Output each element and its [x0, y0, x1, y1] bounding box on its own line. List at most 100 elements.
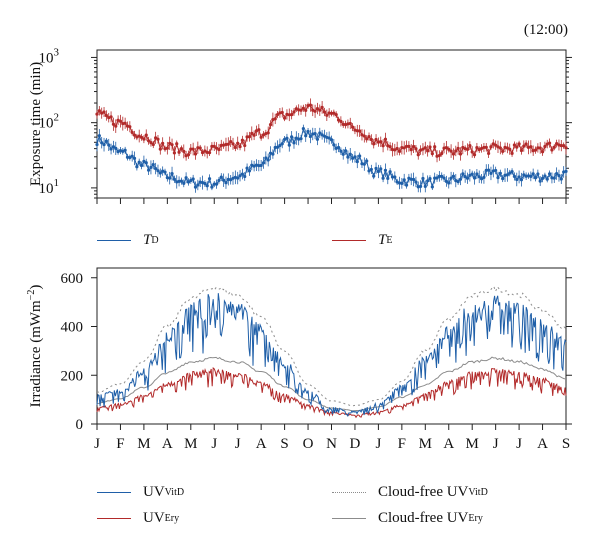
- irradiance-series: [96, 285, 567, 419]
- exposure-data-point: [547, 141, 552, 145]
- exposure-data-point: [390, 147, 395, 152]
- exposure-data-point: [177, 179, 181, 184]
- exposure-data-point: [498, 146, 502, 150]
- exposure-data-point: [433, 176, 437, 180]
- exposure-data-point: [198, 146, 202, 150]
- exposure-data-point: [224, 142, 228, 147]
- exposure-data-point: [456, 180, 460, 184]
- exposure-data-point: [332, 111, 336, 115]
- exposure-data-point: [348, 121, 352, 126]
- exposure-data-point: [411, 177, 416, 182]
- legend-item-cloudfree-vitd: Cloud-free UV VitD: [332, 484, 488, 501]
- exposure-data-point: [510, 170, 514, 174]
- exposure-data-point: [222, 178, 226, 182]
- exposure-data-point: [428, 145, 432, 149]
- exposure-data-point: [522, 144, 526, 148]
- exposure-data-point: [158, 147, 162, 151]
- exposure-data-point: [259, 135, 263, 139]
- exposure-data-point: [477, 175, 481, 179]
- exposure-data-point: [318, 131, 322, 135]
- exposure-data-point: [367, 134, 371, 139]
- exposure-data-point: [275, 145, 280, 149]
- exposure-data-point: [95, 142, 99, 147]
- irradiance-x-tick-label: O: [303, 436, 314, 452]
- exposure-data-point: [118, 119, 123, 123]
- exposure-y-tick-label-base: 10: [39, 50, 54, 66]
- exposure-data-point: [519, 178, 524, 182]
- irradiance-x-tick-label: S: [562, 436, 570, 452]
- exposure-data-point: [414, 147, 418, 151]
- exposure-data-point: [360, 133, 364, 137]
- exposure-data-point: [538, 179, 542, 183]
- irradiance-x-tick-label: N: [326, 436, 337, 452]
- exposure-data-point: [236, 141, 240, 145]
- irradiance-series-cloudfree-vitd: [96, 285, 567, 407]
- exposure-data-point: [165, 146, 169, 150]
- exposure-data-point: [564, 169, 568, 173]
- exposure-data-point: [381, 144, 385, 148]
- legend-item-uv-vitd: UV VitD: [97, 484, 184, 501]
- exposure-data-point: [390, 175, 395, 179]
- exposure-data-point: [268, 123, 273, 127]
- exposure-data-point: [245, 135, 249, 139]
- exposure-data-point: [139, 135, 144, 139]
- exposure-data-point: [388, 170, 392, 174]
- irradiance-x-tick-label: M: [419, 436, 432, 452]
- exposure-data-point: [550, 148, 554, 152]
- exposure-data-point: [104, 139, 108, 143]
- exposure-data-point: [383, 168, 388, 172]
- exposure-data-point: [154, 136, 158, 140]
- exposure-data-point: [156, 169, 160, 173]
- exposure-data-point: [562, 144, 566, 148]
- exposure-data-point: [313, 131, 317, 136]
- exposure-data-point: [456, 146, 460, 150]
- exposure-data-point: [299, 108, 303, 112]
- exposure-y-tick-label: 101: [39, 177, 60, 197]
- exposure-data-point: [128, 125, 132, 129]
- exposure-data-point: [128, 155, 132, 160]
- exposure-data-point: [287, 113, 291, 117]
- exposure-data-point: [290, 135, 294, 139]
- exposure-data-point: [517, 175, 521, 179]
- exposure-data-point: [172, 177, 176, 181]
- exposure-data-point: [358, 129, 362, 133]
- exposure-data-point: [179, 147, 184, 151]
- exposure-data-point: [189, 178, 193, 183]
- irradiance-x-tick-label: A: [537, 436, 548, 452]
- exposure-data-point: [437, 153, 441, 158]
- exposure-data-point: [538, 146, 542, 150]
- exposure-data-point: [496, 176, 500, 180]
- exposure-data-point: [339, 119, 343, 123]
- irradiance-x-tick-label: F: [116, 436, 124, 452]
- irradiance-x-tick-label: J: [516, 436, 522, 452]
- irradiance-y-tick-label: 400: [61, 320, 84, 336]
- exposure-data-point: [144, 161, 148, 165]
- exposure-data-point: [402, 178, 406, 182]
- exposure-data-point: [484, 168, 488, 172]
- exposure-data-point: [508, 147, 512, 151]
- exposure-data-point: [299, 137, 303, 141]
- exposure-data-point: [479, 177, 484, 181]
- exposure-data-point: [397, 149, 402, 153]
- exposure-data-point: [212, 144, 216, 149]
- exposure-data-point: [505, 146, 509, 150]
- exposure-data-point: [191, 177, 195, 181]
- exposure-data-point: [547, 172, 552, 176]
- exposure-data-point: [379, 140, 383, 144]
- exposure-data-point: [257, 164, 261, 168]
- exposure-data-point: [196, 146, 200, 150]
- exposure-data-point: [437, 174, 441, 178]
- exposure-data-point: [522, 173, 526, 177]
- exposure-data-point: [552, 176, 556, 180]
- exposure-data-point: [367, 169, 371, 173]
- exposure-data-point: [407, 144, 411, 148]
- legend-swatch-uv-ery: [97, 518, 131, 519]
- exposure-data-point: [292, 110, 296, 114]
- exposure-data-point: [531, 172, 535, 176]
- exposure-data-point: [494, 168, 498, 173]
- exposure-data-point: [557, 174, 561, 178]
- exposure-data-point: [336, 145, 341, 150]
